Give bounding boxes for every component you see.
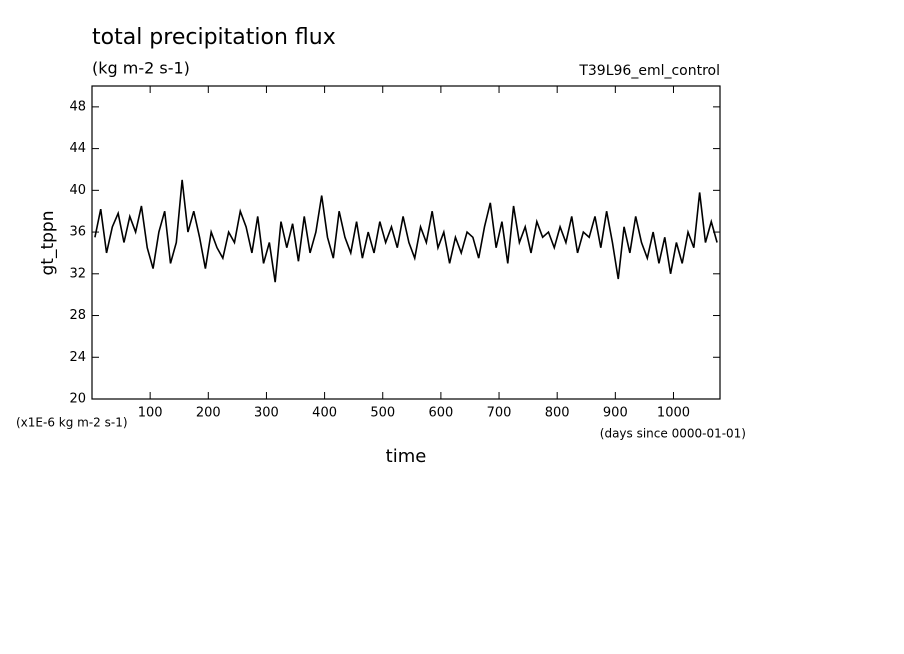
y-tick-label: 48 [69, 99, 86, 114]
y-tick-label: 32 [69, 266, 86, 281]
y-tick-label: 20 [69, 392, 86, 407]
y-tick-label: 28 [69, 308, 86, 323]
x-unit-label: (days since 0000-01-01) [600, 427, 746, 441]
x-tick-label: 1000 [657, 406, 690, 421]
y-tick-label: 44 [69, 141, 86, 156]
y-tick-label: 36 [69, 225, 86, 240]
x-tick-label: 200 [196, 406, 221, 421]
x-tick-label: 700 [487, 406, 512, 421]
x-tick-label: 500 [370, 406, 395, 421]
x-tick-label: 400 [312, 406, 337, 421]
annotation: T39L96_eml_control [578, 63, 720, 79]
x-tick-label: 100 [138, 406, 163, 421]
x-tick-label: 300 [254, 406, 279, 421]
x-tick-label: 600 [428, 406, 453, 421]
y-unit-label: (x1E-6 kg m-2 s-1) [16, 416, 128, 430]
x-axis-label: time [386, 446, 427, 467]
chart-title: total precipitation flux [92, 25, 336, 50]
y-axis-label: gt_tppn [38, 211, 58, 276]
chart-subtitle: (kg m-2 s-1) [92, 59, 190, 78]
y-tick-label: 24 [69, 350, 86, 365]
y-tick-label: 40 [69, 183, 86, 198]
data-line [94, 179, 718, 283]
plot-frame [91, 85, 721, 400]
x-tick-label: 800 [545, 406, 570, 421]
x-tick-label: 900 [603, 406, 628, 421]
